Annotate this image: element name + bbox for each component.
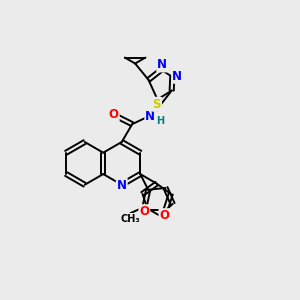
Text: N: N — [117, 179, 127, 192]
Text: N: N — [145, 110, 155, 123]
Text: O: O — [139, 205, 149, 218]
Text: H: H — [156, 116, 164, 126]
Text: O: O — [159, 209, 170, 222]
Text: N: N — [172, 70, 182, 83]
Text: CH₃: CH₃ — [121, 214, 140, 224]
Text: S: S — [153, 98, 161, 111]
Text: N: N — [157, 58, 167, 71]
Text: O: O — [109, 108, 119, 121]
